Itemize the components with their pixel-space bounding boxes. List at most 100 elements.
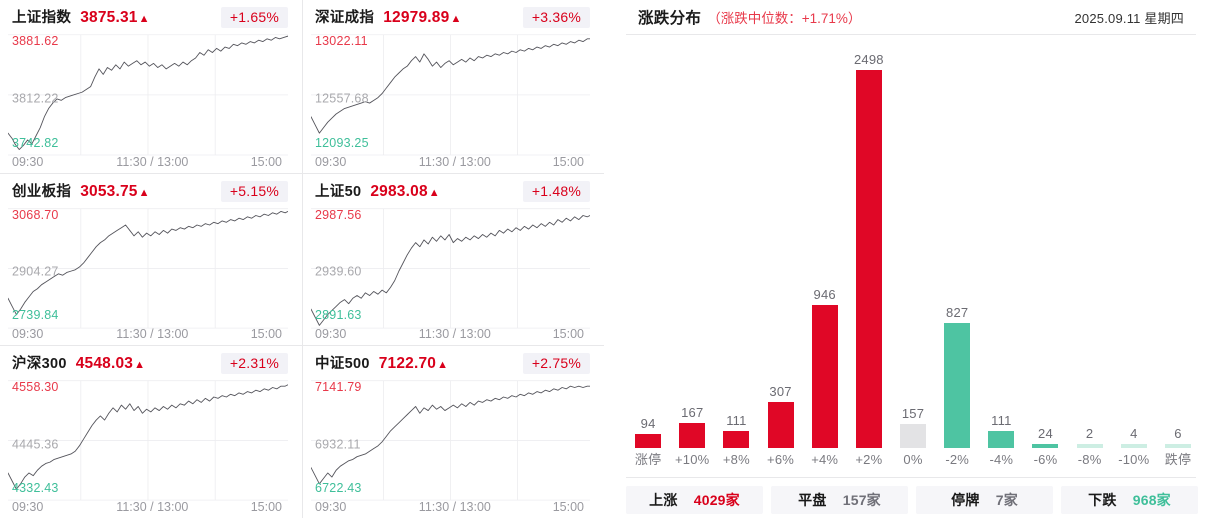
index-price: 3875.31 bbox=[80, 9, 138, 26]
index-card[interactable]: 中证500 7122.70 ▲ +2.75% 7141.79 6932.11 6722.43… bbox=[302, 345, 604, 518]
time-close-label: 15:00 bbox=[250, 327, 282, 342]
time-open-label: 09:30 bbox=[12, 500, 44, 514]
breadth-stat-value: 4029家 bbox=[693, 492, 740, 508]
bar-column[interactable]: 946 +4% bbox=[803, 44, 847, 468]
bar-category-label: -6% bbox=[1033, 452, 1058, 467]
time-close-label: 15:00 bbox=[250, 154, 282, 169]
bar-column[interactable]: 157 0% bbox=[891, 44, 935, 468]
time-axis: 09:30 11:30 / 13:00 15:00 bbox=[8, 324, 288, 341]
distribution-chart: 94 涨停 167 +10% 111 +8% 307 +6% 946 +4% 2498 +2% 157 0… bbox=[626, 44, 1200, 468]
time-close-label: 15:00 bbox=[250, 500, 282, 514]
index-low-label: 3742.82 bbox=[12, 135, 59, 150]
distribution-median: （涨跌中位数：+1.71%） bbox=[707, 11, 862, 26]
bar-category-label: 跌停 bbox=[1164, 452, 1192, 467]
bar-rect[interactable] bbox=[723, 431, 750, 448]
index-price: 2983.08 bbox=[370, 182, 428, 200]
index-card[interactable]: 沪深300 4548.03 ▲ +2.31% 4558.30 4445.36 4332.43… bbox=[0, 345, 302, 518]
bar-column[interactable]: 111 +8% bbox=[714, 44, 758, 468]
bar-column[interactable]: 827 -2% bbox=[935, 44, 979, 468]
bar-category-label: +8% bbox=[722, 452, 750, 467]
trend-up-icon: ▲ bbox=[138, 186, 150, 199]
bar-value-label: 307 bbox=[769, 384, 792, 399]
index-name: 中证500 bbox=[315, 356, 370, 373]
bar-rect[interactable] bbox=[900, 424, 927, 448]
index-prev-close-label: 2939.60 bbox=[315, 264, 362, 279]
index-card[interactable]: 创业板指 3053.75 ▲ +5.15% 3068.70 2904.27 2739.84 0… bbox=[0, 172, 302, 346]
bar-column[interactable]: 94 涨停 bbox=[626, 44, 670, 468]
index-price: 3053.75 bbox=[80, 182, 138, 200]
bar-category-label: +2% bbox=[855, 452, 883, 467]
index-prev-close-label: 2904.27 bbox=[12, 264, 59, 279]
index-low-label: 4332.43 bbox=[12, 481, 59, 495]
index-high-label: 13022.11 bbox=[315, 34, 368, 48]
breadth-stat[interactable]: 平盘 157家 bbox=[771, 486, 908, 514]
trend-up-icon: ▲ bbox=[134, 359, 146, 372]
bar-column[interactable]: 6 跌停 bbox=[1156, 44, 1200, 468]
bar-value-label: 157 bbox=[901, 406, 925, 421]
index-card[interactable]: 深证成指 12979.89 ▲ +3.36% 13022.11 12557.68 12093… bbox=[302, 0, 604, 173]
index-card[interactable]: 上证指数 3875.31 ▲ +1.65% 3881.62 3812.22 3742.82 0… bbox=[0, 0, 302, 173]
time-midday-label: 11:30 / 13:00 bbox=[418, 500, 491, 514]
index-sparkline[interactable]: 7141.79 6932.11 6722.43 09:30 11:30 / 13:00 1… bbox=[311, 378, 590, 514]
sparkline-svg bbox=[8, 380, 288, 501]
bar-rect[interactable] bbox=[855, 70, 882, 448]
bar-value-label: 4 bbox=[1130, 426, 1138, 441]
bar-rect[interactable] bbox=[811, 305, 838, 448]
bar-rect[interactable] bbox=[679, 423, 706, 448]
bar-column[interactable]: 24 -6% bbox=[1023, 44, 1067, 468]
sparkline-svg bbox=[8, 207, 288, 329]
time-close-label: 15:00 bbox=[552, 154, 584, 169]
index-card-header: 深证成指 12979.89 ▲ +3.36% bbox=[311, 6, 590, 30]
bar-category-label: -8% bbox=[1077, 452, 1102, 467]
index-change-percent: +1.65% bbox=[220, 7, 288, 28]
time-axis: 09:30 11:30 / 13:00 15:00 bbox=[311, 324, 590, 341]
index-sparkline[interactable]: 3881.62 3812.22 3742.82 09:30 11:30 / 13:00 1… bbox=[8, 32, 288, 169]
index-sparkline[interactable]: 3068.70 2904.27 2739.84 09:30 11:30 / 13:00 1… bbox=[8, 206, 288, 341]
bar-column[interactable]: 2498 +2% bbox=[847, 44, 891, 468]
bar-rect[interactable] bbox=[988, 431, 1015, 448]
index-low-label: 6722.43 bbox=[315, 481, 362, 495]
breadth-stat[interactable]: 上涨 4029家 bbox=[626, 486, 763, 514]
time-open-label: 09:30 bbox=[315, 327, 347, 342]
index-prev-close-label: 4445.36 bbox=[12, 437, 59, 452]
bar-rect[interactable] bbox=[1076, 444, 1103, 448]
bar-rect[interactable] bbox=[944, 323, 971, 448]
bar-rect[interactable] bbox=[1164, 444, 1191, 448]
index-change-percent: +5.15% bbox=[220, 180, 288, 202]
bar-rect[interactable] bbox=[767, 402, 794, 448]
index-price: 7122.70 bbox=[378, 355, 437, 373]
bar-column[interactable]: 111 -4% bbox=[979, 44, 1023, 468]
bar-value-label: 24 bbox=[1038, 426, 1053, 441]
breadth-stat-label: 上涨 bbox=[649, 492, 678, 508]
index-sparkline[interactable]: 4558.30 4445.36 4332.43 09:30 11:30 / 13:00 1… bbox=[8, 378, 288, 514]
bar-column[interactable]: 4 -10% bbox=[1112, 44, 1156, 468]
market-breadth-stats: 上涨 4029家 平盘 157家 停牌 7家 下跌 968家 bbox=[626, 486, 1198, 514]
index-prev-close-label: 6932.11 bbox=[315, 437, 361, 452]
breadth-stat[interactable]: 下跌 968家 bbox=[1061, 486, 1198, 514]
time-midday-label: 11:30 / 13:00 bbox=[418, 154, 491, 169]
index-name: 创业板指 bbox=[12, 183, 72, 200]
bar-column[interactable]: 167 +10% bbox=[670, 44, 714, 468]
index-high-label: 3881.62 bbox=[12, 34, 59, 48]
footer-divider bbox=[626, 477, 1196, 478]
bar-rect[interactable] bbox=[635, 434, 662, 448]
time-open-label: 09:30 bbox=[12, 154, 44, 169]
index-prev-close-label: 3812.22 bbox=[12, 91, 59, 106]
bar-category-label: -10% bbox=[1118, 452, 1150, 467]
index-high-label: 3068.70 bbox=[12, 207, 59, 222]
time-open-label: 09:30 bbox=[315, 154, 347, 169]
breadth-stat[interactable]: 停牌 7家 bbox=[916, 486, 1053, 514]
index-card[interactable]: 上证50 2983.08 ▲ +1.48% 2987.56 2939.60 2891.63 0… bbox=[302, 172, 604, 346]
bar-rect[interactable] bbox=[1120, 444, 1147, 448]
bar-rect[interactable] bbox=[1032, 444, 1059, 448]
bar-column[interactable]: 307 +6% bbox=[758, 44, 802, 468]
index-card-header: 中证500 7122.70 ▲ +2.75% bbox=[311, 352, 590, 376]
trend-up-icon: ▲ bbox=[450, 13, 462, 25]
index-card-grid: 上证指数 3875.31 ▲ +1.65% 3881.62 3812.22 3742.82 0… bbox=[0, 0, 604, 518]
index-sparkline[interactable]: 2987.56 2939.60 2891.63 09:30 11:30 / 13:00 1… bbox=[311, 206, 590, 341]
bar-column[interactable]: 2 -8% bbox=[1068, 44, 1112, 468]
time-open-label: 09:30 bbox=[315, 500, 347, 514]
index-sparkline[interactable]: 13022.11 12557.68 12093.25 09:30 11:30 / 13:… bbox=[311, 32, 590, 169]
distribution-panel: 涨跌分布 （涨跌中位数：+1.71%） 2025.09.11 星期四 94 涨停 1… bbox=[604, 0, 1210, 518]
